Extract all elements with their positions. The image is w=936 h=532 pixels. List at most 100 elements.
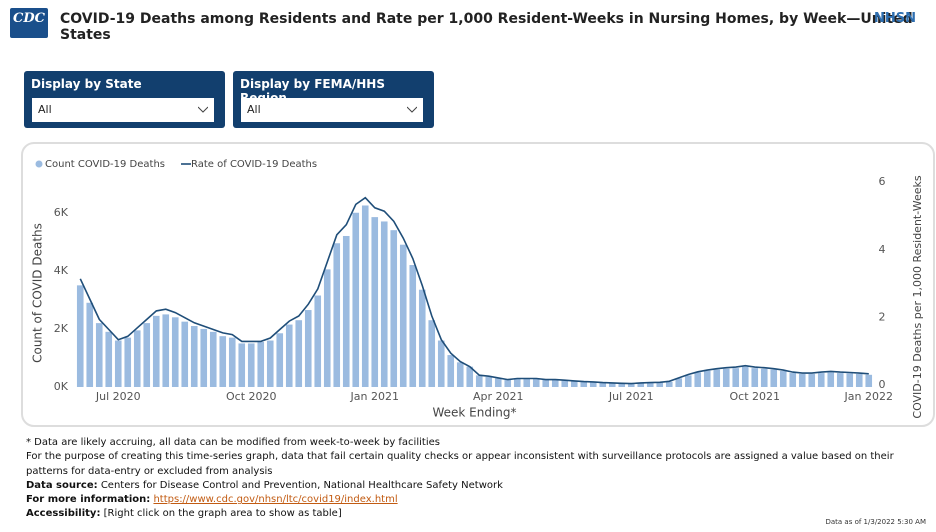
bar xyxy=(798,373,806,387)
bar xyxy=(665,381,673,387)
filter-select[interactable]: All xyxy=(241,98,423,122)
y-tick-label: 0K xyxy=(54,380,69,393)
bar xyxy=(314,295,322,387)
bar xyxy=(133,330,141,387)
legend-label: Rate of COVID-19 Deaths xyxy=(191,159,317,170)
bar xyxy=(494,378,502,387)
note: * Data are likely accruing, all data can… xyxy=(26,437,440,448)
data-date: Data as of 1/3/2022 5:30 AM xyxy=(825,518,926,526)
bar xyxy=(143,323,151,387)
bar xyxy=(409,265,417,387)
x-tick-label: Jan 2022 xyxy=(844,390,893,403)
y-tick-label: 6K xyxy=(54,206,69,219)
x-tick-label: Oct 2020 xyxy=(226,390,277,403)
bar xyxy=(827,372,835,387)
filter-value: All xyxy=(247,103,261,116)
y2-tick-label: 0 xyxy=(879,378,886,391)
note: Accessibility: [Right click on the graph… xyxy=(26,507,906,521)
bar xyxy=(209,331,217,387)
bar xyxy=(295,320,303,387)
note-text: [Right click on the graph area to show a… xyxy=(103,508,342,520)
y2-axis-label: COVID-19 Deaths per 1,000 Resident-Weeks xyxy=(911,175,924,418)
bar xyxy=(162,314,170,387)
bar xyxy=(751,368,759,387)
bar xyxy=(599,382,607,387)
bar xyxy=(675,378,683,387)
bar xyxy=(580,381,588,387)
bar xyxy=(722,368,730,387)
bar xyxy=(532,378,540,387)
filter-label: Display by State xyxy=(31,77,142,91)
y2-tick-label: 6 xyxy=(879,175,886,188)
y2-tick-label: 2 xyxy=(879,310,886,323)
bar xyxy=(304,310,312,387)
bar xyxy=(570,381,578,387)
note-text: Centers for Disease Control and Preventi… xyxy=(100,479,503,491)
bar xyxy=(656,382,664,387)
x-tick-label: Jul 2021 xyxy=(608,390,654,403)
bar xyxy=(608,382,616,387)
bar xyxy=(86,302,94,387)
bar xyxy=(817,373,825,387)
bar xyxy=(703,370,711,387)
bar xyxy=(447,355,455,387)
note-label: For more information: xyxy=(26,494,151,506)
bar xyxy=(342,235,350,387)
legend-marker xyxy=(35,160,43,168)
bar xyxy=(551,379,559,387)
bar xyxy=(475,375,483,387)
line xyxy=(79,196,869,385)
bar xyxy=(741,366,749,387)
bar xyxy=(627,383,635,387)
note: For the purpose of creating this time-se… xyxy=(26,451,894,477)
bar xyxy=(114,340,122,387)
bar xyxy=(684,375,692,387)
bar xyxy=(456,362,464,387)
bar xyxy=(646,382,654,387)
bar xyxy=(228,337,236,387)
bar xyxy=(513,378,521,387)
bar xyxy=(760,368,768,387)
legend-label: Count COVID-19 Deaths xyxy=(45,159,165,170)
page-title: COVID-19 Deaths among Residents and Rate… xyxy=(60,11,913,43)
state-filter: Display by State All xyxy=(24,71,225,128)
bar xyxy=(523,378,531,387)
bar xyxy=(846,373,854,387)
bar xyxy=(200,328,208,387)
bar xyxy=(323,269,331,387)
bar xyxy=(637,383,645,387)
filter-select[interactable]: All xyxy=(32,98,214,122)
x-tick-label: Jan 2021 xyxy=(350,390,399,403)
bar xyxy=(808,373,816,387)
bar xyxy=(361,205,369,387)
bar xyxy=(380,221,388,387)
link[interactable]: https://www.cdc.gov/nhsn/ltc/covid19/ind… xyxy=(153,494,398,506)
bar xyxy=(428,320,436,387)
y-axis-label: Count of COVID Deaths xyxy=(31,223,45,363)
bar xyxy=(770,369,778,387)
x-tick-label: Jul 2020 xyxy=(95,390,141,403)
bar xyxy=(399,244,407,387)
bar xyxy=(732,368,740,387)
y-tick-label: 2K xyxy=(54,322,69,335)
y2-tick-label: 4 xyxy=(879,243,886,256)
bar xyxy=(276,333,284,387)
bar xyxy=(694,372,702,387)
bar xyxy=(485,376,493,387)
chevron xyxy=(407,106,417,113)
bar xyxy=(589,382,597,387)
bar xyxy=(266,340,274,387)
bar xyxy=(76,285,84,387)
chart: 0K 2K 4K 6K 0 2 4 6 Jul 2020 Oct 2020 Jan 2021 Apr … xyxy=(21,142,935,427)
bar xyxy=(418,289,426,387)
bar xyxy=(865,374,873,387)
note-label: Data source: xyxy=(26,479,98,491)
bar xyxy=(437,340,445,387)
x-tick-label: Apr 2021 xyxy=(473,390,524,403)
bar xyxy=(285,324,293,387)
bar xyxy=(390,230,398,387)
bar xyxy=(713,369,721,387)
note-label: Accessibility: xyxy=(26,508,101,520)
bar xyxy=(124,337,132,387)
